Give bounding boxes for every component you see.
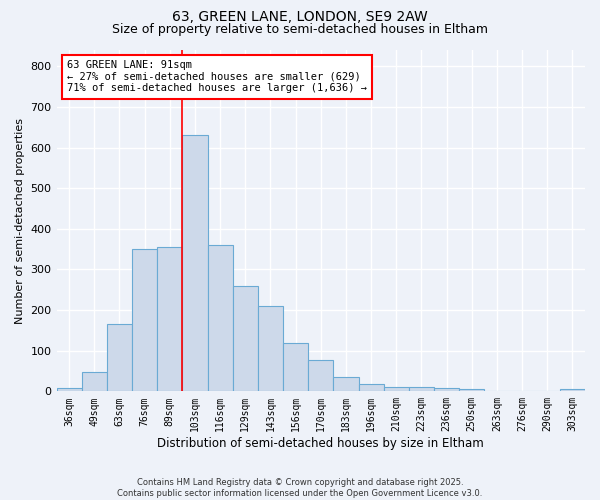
X-axis label: Distribution of semi-detached houses by size in Eltham: Distribution of semi-detached houses by … (157, 437, 484, 450)
Bar (434, 388, 459, 392)
Bar (56, 388, 82, 392)
Bar (208, 245, 233, 392)
Text: 63 GREEN LANE: 91sqm
← 27% of semi-detached houses are smaller (629)
71% of semi: 63 GREEN LANE: 91sqm ← 27% of semi-detac… (67, 60, 367, 94)
Bar (459, 390, 484, 392)
Bar (157, 247, 182, 392)
Bar (82, 372, 107, 392)
Bar (409, 388, 434, 392)
Bar (283, 342, 308, 392)
Bar (132, 249, 157, 392)
Bar (334, 377, 359, 392)
Bar (182, 136, 208, 392)
Bar (258, 306, 283, 392)
Text: Size of property relative to semi-detached houses in Eltham: Size of property relative to semi-detach… (112, 22, 488, 36)
Bar (107, 324, 132, 392)
Bar (308, 360, 334, 392)
Bar (383, 388, 409, 392)
Text: Contains HM Land Registry data © Crown copyright and database right 2025.
Contai: Contains HM Land Registry data © Crown c… (118, 478, 482, 498)
Bar (359, 384, 383, 392)
Bar (560, 390, 585, 392)
Bar (233, 286, 258, 392)
Text: 63, GREEN LANE, LONDON, SE9 2AW: 63, GREEN LANE, LONDON, SE9 2AW (172, 10, 428, 24)
Y-axis label: Number of semi-detached properties: Number of semi-detached properties (15, 118, 25, 324)
